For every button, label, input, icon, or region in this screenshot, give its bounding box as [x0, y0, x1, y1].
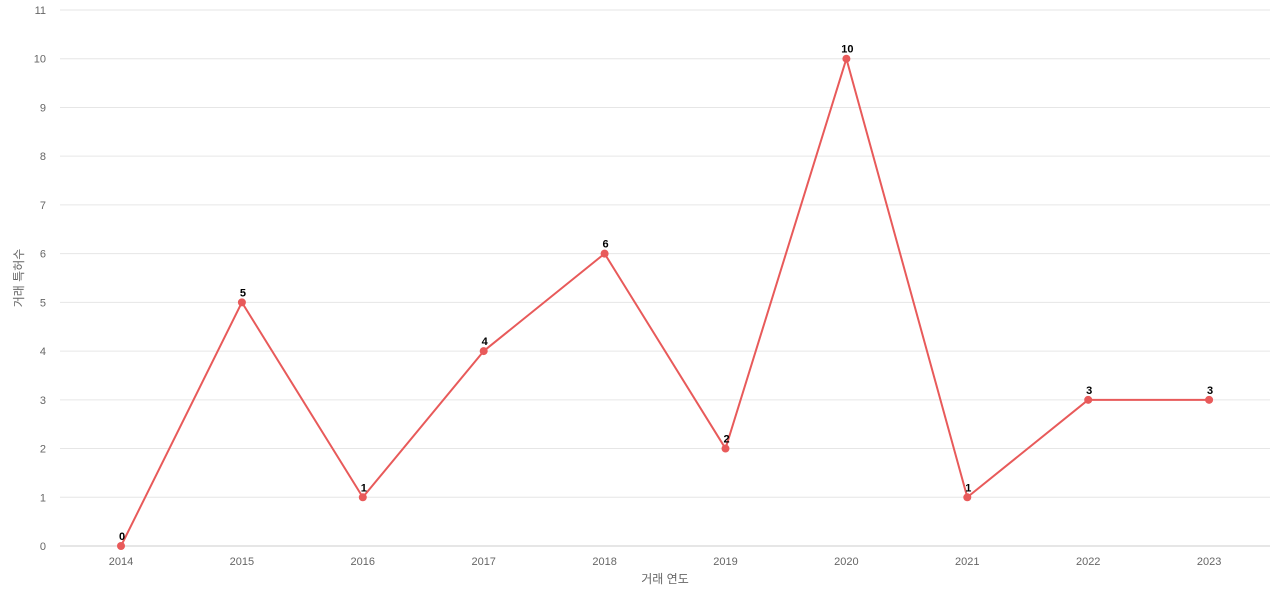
x-tick-label: 2018	[592, 556, 616, 568]
data-label: 3	[1207, 385, 1213, 397]
data-point[interactable]	[1205, 395, 1214, 404]
data-point[interactable]	[1084, 395, 1093, 404]
x-tick-label: 2017	[471, 556, 495, 568]
data-label: 0	[119, 531, 125, 543]
data-point[interactable]	[721, 444, 730, 453]
y-tick-label: 8	[40, 151, 46, 163]
y-tick-label: 9	[40, 102, 46, 114]
data-point[interactable]	[963, 493, 972, 502]
data-point[interactable]	[600, 249, 609, 258]
y-tick-label: 11	[35, 5, 46, 17]
data-points	[117, 54, 1214, 550]
x-tick-label: 2014	[109, 556, 133, 568]
y-tick-label: 4	[40, 346, 46, 358]
x-tick-label: 2020	[834, 556, 858, 568]
series-line-group	[120, 57, 1210, 547]
data-point[interactable]	[842, 54, 851, 63]
data-label: 4	[482, 336, 489, 348]
x-tick-label: 2015	[230, 556, 254, 568]
x-tick-label: 2019	[713, 556, 737, 568]
x-tick-label: 2023	[1197, 556, 1221, 568]
y-axis-title: 거래 특허수	[12, 249, 26, 308]
data-point[interactable]	[479, 347, 488, 356]
data-label: 3	[1086, 385, 1092, 397]
y-tick-label: 1	[40, 492, 46, 504]
y-tick-label: 6	[40, 249, 46, 261]
y-tick-label: 2	[40, 444, 46, 456]
data-point[interactable]	[117, 542, 125, 550]
grid-lines	[60, 9, 1270, 547]
data-point[interactable]	[358, 493, 367, 502]
series-line	[120, 57, 1210, 547]
data-labels: 0 5 1 4 6 2 10 1 3 3	[119, 44, 1213, 543]
y-axis-ticks: 0 1 2 3 4 5 6 7 8 9 10 11	[34, 5, 46, 553]
x-tick-label: 2022	[1076, 556, 1100, 568]
y-tick-label: 10	[34, 54, 46, 66]
x-tick-label: 2016	[351, 556, 375, 568]
y-tick-label: 7	[40, 200, 46, 212]
data-label: 6	[603, 239, 609, 251]
data-label: 10	[841, 44, 853, 56]
data-point[interactable]	[237, 298, 246, 307]
y-tick-label: 0	[40, 541, 46, 553]
data-label: 1	[965, 482, 971, 494]
data-label: 5	[240, 287, 246, 299]
y-tick-label: 3	[40, 395, 46, 407]
y-tick-label: 5	[40, 297, 46, 309]
x-axis-ticks: 2014 2015 2016 2017 2018 2019 2020 2021 2022 2023	[109, 556, 1222, 568]
x-tick-label: 2021	[955, 556, 979, 568]
x-axis-title: 거래 연도	[641, 572, 689, 586]
data-label: 1	[361, 482, 367, 494]
data-label: 2	[723, 434, 729, 446]
